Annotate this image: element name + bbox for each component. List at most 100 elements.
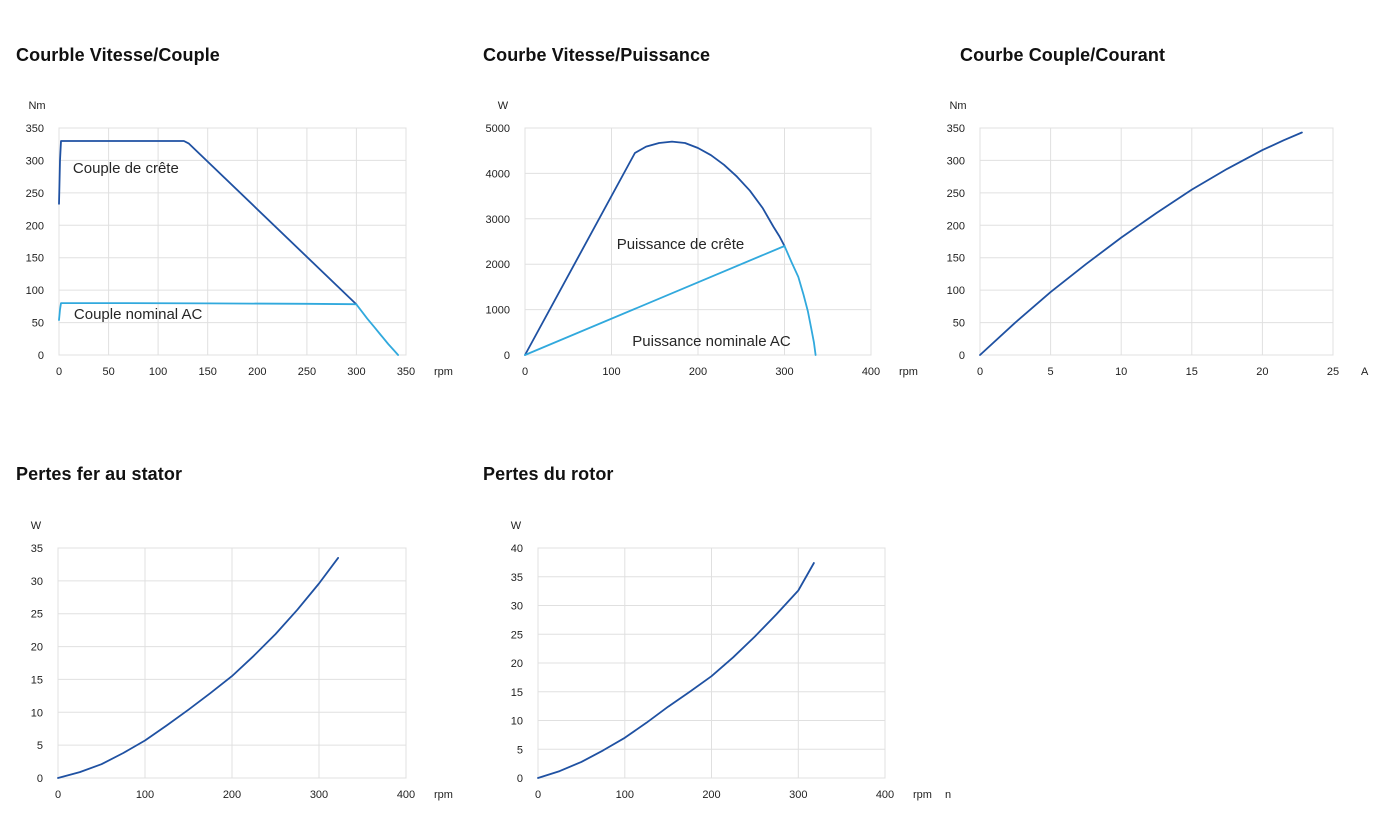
- plot-border: [58, 127, 407, 356]
- chart-couple-courant: 0 50 100 150 200 250 300 350 0 5 10 15 20 25 Nm A: [947, 100, 1369, 378]
- plot-border: [979, 127, 1334, 356]
- y-tick-label: 15: [31, 674, 43, 686]
- series-inline-label: Puissance nominale AC: [632, 333, 791, 350]
- y-tick-label: 200: [26, 220, 44, 232]
- y-tick-label: 40: [511, 543, 523, 555]
- series-line-0: [537, 562, 815, 779]
- y-tick-label: 1000: [486, 305, 510, 317]
- y-tick-label: 0: [504, 350, 510, 362]
- x-tick-label: 300: [789, 789, 807, 801]
- x-tick-label: 300: [310, 789, 328, 801]
- x-tick-label: 100: [149, 366, 167, 378]
- x-axis-unit: rpm: [899, 366, 918, 378]
- x-tick-label: 0: [55, 789, 61, 801]
- plot-border: [537, 547, 886, 779]
- y-tick-label: 25: [31, 609, 43, 621]
- chart-title-vitesse-couple: Courble Vitesse/Couple: [16, 45, 220, 65]
- y-tick-label: 150: [26, 253, 44, 265]
- y-axis-unit: Nm: [949, 100, 966, 112]
- chart-title-couple-courant: Courbe Couple/Courant: [960, 45, 1166, 65]
- y-tick-label: 50: [953, 318, 965, 330]
- chart-title-vitesse-puissance: Courbe Vitesse/Puissance: [483, 45, 711, 65]
- x-tick-label: 15: [1186, 366, 1198, 378]
- y-tick-label: 35: [511, 572, 523, 584]
- x-tick-label: 0: [535, 789, 541, 801]
- x-tick-label: 50: [102, 366, 114, 378]
- y-tick-label: 200: [947, 220, 965, 232]
- y-tick-label: 5: [37, 740, 43, 752]
- x-tick-label: 350: [397, 366, 415, 378]
- y-tick-label: 300: [947, 155, 965, 167]
- chart-title-pertes-fer-stator: Pertes fer au stator: [16, 464, 183, 484]
- y-tick-label: 0: [38, 350, 44, 362]
- chart-title-pertes-rotor: Pertes du rotor: [483, 464, 614, 484]
- x-tick-label: 400: [397, 789, 415, 801]
- x-tick-label: 0: [522, 366, 528, 378]
- y-tick-label: 5: [517, 744, 523, 756]
- x-axis-unit: rpm: [913, 789, 932, 801]
- y-tick-label: 350: [947, 123, 965, 135]
- y-tick-label: 300: [26, 155, 44, 167]
- y-axis-unit: W: [511, 520, 522, 532]
- x-tick-label: 100: [602, 366, 620, 378]
- y-tick-label: 5000: [486, 123, 510, 135]
- y-tick-label: 30: [511, 601, 523, 613]
- plot-border: [524, 127, 872, 356]
- y-axis-unit: Nm: [28, 100, 45, 112]
- y-tick-label: 35: [31, 543, 43, 555]
- x-tick-label: 300: [347, 366, 365, 378]
- y-tick-label: 0: [959, 350, 965, 362]
- x-tick-label: 200: [689, 366, 707, 378]
- x-tick-label: 400: [862, 366, 880, 378]
- y-tick-label: 3000: [486, 214, 510, 226]
- plot-border: [57, 547, 407, 779]
- y-tick-label: 100: [26, 285, 44, 297]
- x-tick-label: 150: [199, 366, 217, 378]
- x-axis-unit: A: [1361, 366, 1369, 378]
- series-line-1: [58, 302, 400, 356]
- series-inline-label: Couple nominal AC: [74, 306, 203, 323]
- y-tick-label: 0: [37, 773, 43, 785]
- series-line-1: [524, 245, 817, 356]
- y-tick-label: 0: [517, 773, 523, 785]
- y-tick-label: 4000: [486, 168, 510, 180]
- x-axis-unit: rpm: [434, 789, 453, 801]
- y-tick-label: 10: [511, 716, 523, 728]
- series-line-0: [58, 140, 358, 306]
- y-tick-label: 30: [31, 576, 43, 588]
- x-tick-label: 400: [876, 789, 894, 801]
- series-line-0: [524, 140, 786, 356]
- y-tick-label: 250: [947, 188, 965, 200]
- y-axis-unit: W: [498, 100, 509, 112]
- y-tick-label: 20: [31, 642, 43, 654]
- x-tick-label: 0: [977, 366, 983, 378]
- x-tick-label: 200: [248, 366, 266, 378]
- x-tick-label: 100: [136, 789, 154, 801]
- series-inline-label: Puissance de crête: [617, 236, 745, 253]
- x-tick-label: 10: [1115, 366, 1127, 378]
- y-axis-unit: W: [31, 520, 42, 532]
- y-tick-label: 20: [511, 658, 523, 670]
- y-tick-label: 150: [947, 253, 965, 265]
- x-tick-label: 0: [56, 366, 62, 378]
- x-tick-label: 300: [775, 366, 793, 378]
- series-line-0: [979, 131, 1303, 356]
- y-tick-label: 50: [32, 318, 44, 330]
- y-tick-label: 15: [511, 687, 523, 699]
- x-tick-label: 25: [1327, 366, 1339, 378]
- y-tick-label: 350: [26, 123, 44, 135]
- x-axis-unit: rpm: [434, 366, 453, 378]
- x-tick-label: 200: [223, 789, 241, 801]
- x-tick-label: 200: [702, 789, 720, 801]
- x-tick-label: 250: [298, 366, 316, 378]
- series-inline-label: Couple de crête: [73, 160, 179, 177]
- x-axis-unit-suffix: n: [945, 789, 951, 801]
- y-tick-label: 25: [511, 629, 523, 641]
- y-tick-label: 250: [26, 188, 44, 200]
- x-tick-label: 20: [1256, 366, 1268, 378]
